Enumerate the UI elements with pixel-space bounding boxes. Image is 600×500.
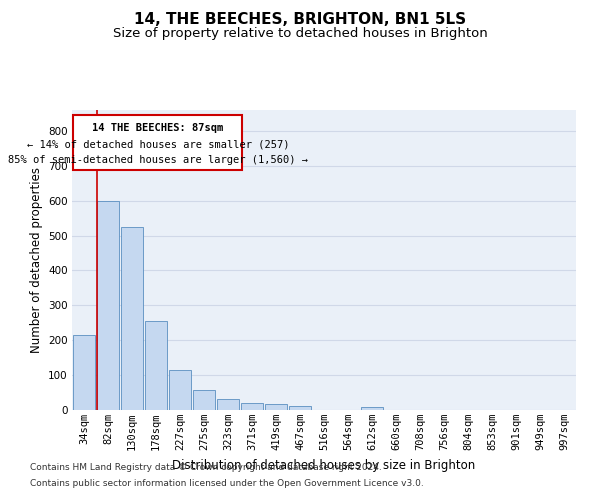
Bar — [169, 370, 191, 410]
FancyBboxPatch shape — [73, 115, 242, 170]
Bar — [217, 399, 239, 410]
Bar — [193, 390, 215, 410]
Bar — [145, 321, 167, 410]
Text: 14 THE BEECHES: 87sqm: 14 THE BEECHES: 87sqm — [92, 124, 223, 134]
Text: 85% of semi-detached houses are larger (1,560) →: 85% of semi-detached houses are larger (… — [8, 155, 308, 165]
Bar — [289, 406, 311, 410]
Bar — [73, 335, 95, 410]
Y-axis label: Number of detached properties: Number of detached properties — [29, 167, 43, 353]
Bar — [361, 407, 383, 410]
Bar — [241, 403, 263, 410]
Text: Contains HM Land Registry data © Crown copyright and database right 2024.: Contains HM Land Registry data © Crown c… — [30, 464, 382, 472]
Text: ← 14% of detached houses are smaller (257): ← 14% of detached houses are smaller (25… — [26, 140, 289, 149]
Text: Size of property relative to detached houses in Brighton: Size of property relative to detached ho… — [113, 28, 487, 40]
Text: 14, THE BEECHES, BRIGHTON, BN1 5LS: 14, THE BEECHES, BRIGHTON, BN1 5LS — [134, 12, 466, 28]
Bar — [265, 404, 287, 410]
X-axis label: Distribution of detached houses by size in Brighton: Distribution of detached houses by size … — [172, 458, 476, 471]
Bar — [97, 200, 119, 410]
Text: Contains public sector information licensed under the Open Government Licence v3: Contains public sector information licen… — [30, 478, 424, 488]
Bar — [121, 227, 143, 410]
